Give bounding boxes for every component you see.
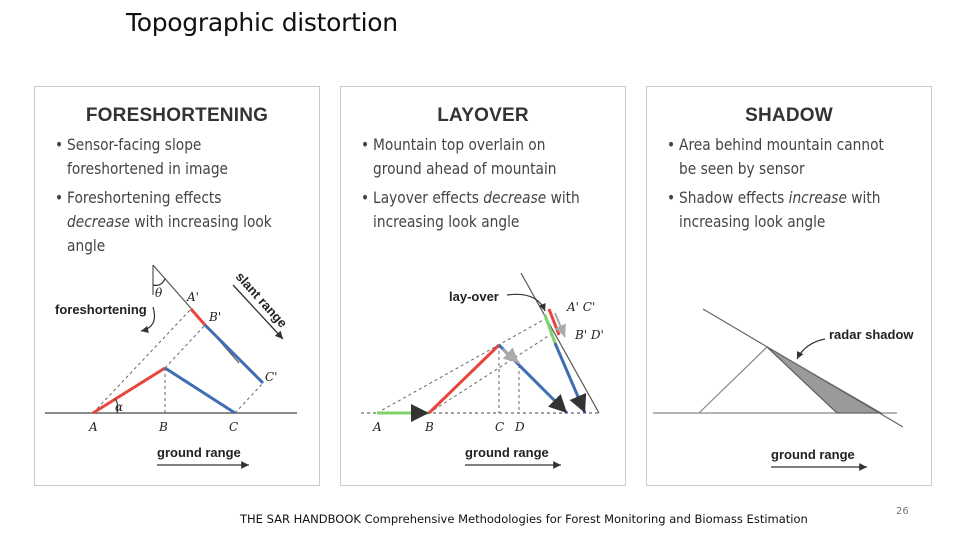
projection-line	[92, 308, 192, 414]
sensor-ray	[702, 308, 904, 428]
label-alpha: α	[115, 400, 123, 414]
label-A-prime: A'	[186, 290, 199, 304]
page-number: 26	[896, 506, 909, 517]
panel-shadow: SHADOW Area behind mountain cannot be se…	[646, 86, 932, 486]
label-B: B	[424, 420, 434, 434]
projection-line	[376, 318, 546, 414]
footer-citation: THE SAR HANDBOOK Comprehensive Methodolo…	[240, 512, 808, 526]
bullet-list: Area behind mountain cannot be seen by s…	[667, 133, 892, 239]
bullet-item: Area behind mountain cannot be seen by s…	[667, 133, 892, 181]
shadow-diagram: radar shadow ground range	[653, 308, 914, 471]
label-foreshortening: foreshortening	[55, 302, 147, 317]
bullet-item: Sensor-facing slope foreshortened in ima…	[55, 133, 280, 181]
label-ground-range: ground range	[771, 447, 855, 462]
label-lay-over: lay-over	[449, 289, 499, 304]
foreshortening-arrow	[140, 306, 156, 333]
label-B-prime: B'	[208, 310, 221, 324]
slant-back	[203, 323, 265, 385]
label-slant-range: slant range	[233, 269, 291, 331]
shift-arrow	[554, 312, 566, 338]
alpha-arc	[114, 398, 119, 414]
slant-range-arrow	[232, 284, 284, 340]
label-BD-prime: B' D'	[574, 328, 604, 342]
front-slope	[92, 366, 166, 415]
label-C: C	[495, 420, 504, 434]
projection-line	[428, 332, 554, 414]
label-A: A	[372, 420, 382, 434]
layover-diagram: A B C D A' C' B' D' lay-over ground rang…	[361, 272, 604, 469]
label-B: B	[158, 420, 168, 434]
radar-shadow-arrow	[796, 338, 826, 360]
panel-heading: SHADOW	[745, 105, 833, 126]
layover-arrow	[506, 293, 546, 312]
slant-green	[543, 314, 557, 344]
label-AC-prime: A' C'	[566, 300, 595, 314]
top-shift-arrow	[502, 347, 520, 364]
sensor-line	[520, 272, 600, 414]
bullet-list: Sensor-facing slope foreshortened in ima…	[55, 133, 280, 263]
back-slope	[164, 366, 236, 415]
front-slope	[427, 343, 501, 415]
label-ground-range: ground range	[157, 445, 241, 460]
label-theta: θ	[155, 286, 163, 300]
panel-heading: LAYOVER	[437, 105, 529, 126]
label-D: D	[514, 420, 525, 434]
panel-heading: FORESHORTENING	[85, 105, 269, 126]
label-C: C	[229, 420, 238, 434]
projection-line	[164, 324, 206, 369]
slide-title: Topographic distortion	[126, 8, 398, 37]
bullet-item: Mountain top overlain on ground ahead of…	[361, 133, 586, 181]
bullet-list: Mountain top overlain on ground ahead of…	[361, 133, 586, 239]
projection-line	[234, 382, 264, 414]
theta-arc	[152, 278, 166, 286]
bullet-item: Layover effects decrease with increasing…	[361, 186, 586, 234]
foreshortening-diagram: A B C A' B' C' θ α foreshortening slant …	[45, 264, 297, 469]
label-ground-range: ground range	[465, 445, 549, 460]
panel-foreshortening: FORESHORTENING Sensor-facing slope fores…	[34, 86, 320, 486]
bullet-item: Shadow effects increase with increasing …	[667, 186, 892, 234]
label-C-prime: C'	[265, 370, 277, 384]
panel-layover: LAYOVER Mountain top overlain on ground …	[340, 86, 626, 486]
label-A: A	[88, 420, 98, 434]
slant-foreshortened	[189, 308, 207, 326]
label-radar-shadow: radar shadow	[829, 327, 914, 342]
bullet-item: Foreshortening effects decrease with inc…	[55, 186, 280, 258]
slant-blue	[553, 342, 587, 414]
